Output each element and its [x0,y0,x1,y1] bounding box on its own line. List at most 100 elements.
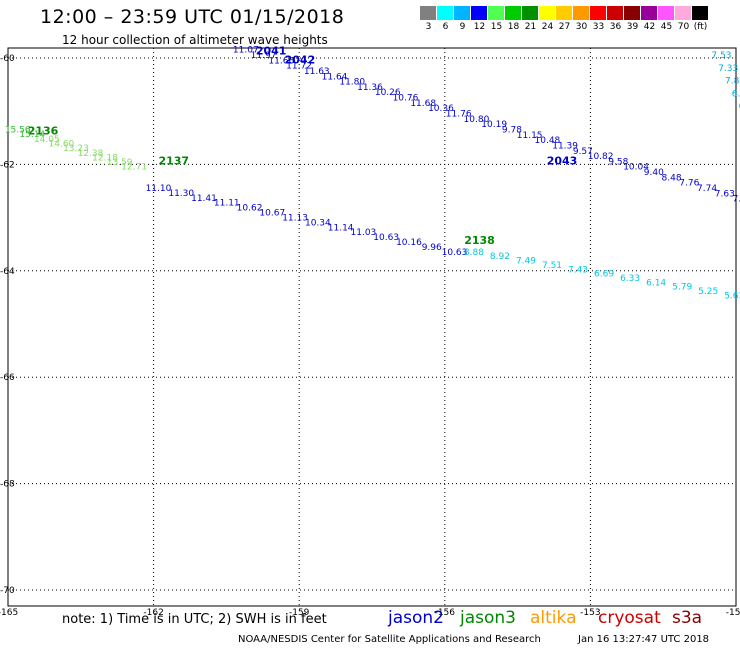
latitude-tick-label: -66 [0,373,15,383]
track-id-label: 2043 [547,154,578,167]
wave-height-value: 7.51 [542,261,562,271]
wave-height-value: 8.92 [490,252,510,262]
scale-swatch [607,6,624,20]
scale-label: 36 [609,22,622,32]
wave-height-value: 10.04 [623,163,649,173]
wave-height-value: 13.23 [63,144,89,154]
wave-height-value: 11.68 [410,99,436,109]
latitude-tick-label: -62 [0,160,15,170]
wave-height-value: 7.86 [725,77,740,87]
longitude-tick-label: -165 [0,608,18,618]
scale-label: 15 [490,22,503,32]
track-id-label: 2137 [158,154,189,167]
scale-swatch [471,6,488,20]
wave-height-value: 11.64 [322,72,348,82]
wave-height-value: 6.69 [594,270,614,280]
satellite-legend-item: jason3 [460,608,516,628]
wave-height-value: 14.60 [49,139,75,149]
wave-height-value: 11.66 [268,56,294,66]
scale-swatch [454,6,471,20]
map-frame [7,47,737,607]
wave-height-color-scale [420,6,709,20]
scale-swatch [624,6,641,20]
scale-swatch [488,6,505,20]
latitude-tick-label: -64 [0,267,15,277]
wave-height-value: 11.76 [446,110,472,120]
scale-label: 21 [524,22,537,32]
scale-swatch [658,6,675,20]
scale-label: 70 [677,22,690,32]
map-subtitle: 12 hour collection of altimeter wave hei… [62,33,328,47]
scale-swatch [539,6,556,20]
longitude-tick-label: -159 [289,608,310,618]
wave-height-value: 12.71 [121,163,147,173]
wave-height-value: 6.14 [646,278,666,288]
wave-height-value: 13.59 [107,158,133,168]
wave-height-value: 14.05 [34,135,60,145]
wave-height-value: 10.63 [442,248,468,258]
satellite-legend-item: jason2 [388,608,444,628]
scale-label: 27 [558,22,571,32]
scale-label: 33 [592,22,605,32]
scale-swatch [505,6,522,20]
wave-height-value: 5.25 [698,287,718,297]
wave-height-value: 6.92 [732,89,740,99]
satellite-legend-item: cryosat [598,608,661,628]
wave-height-value: 7.53 [711,51,731,61]
track-id-label: 2041 [256,45,287,58]
wave-height-value: 9.40 [644,168,664,178]
wave-height-value: 10.82 [588,152,614,162]
scale-label: (ft) [693,22,708,32]
wave-height-value: 11.11 [214,199,240,209]
wave-height-value: 7.33 [718,64,738,74]
wave-height-value: 9.58 [608,157,628,167]
wave-height-value: 8.88 [464,248,484,258]
wave-height-value: 10.36 [428,104,454,114]
wave-height-value: 9.96 [422,243,442,253]
wave-height-value: 7.76 [679,179,699,189]
wave-height-value: 7.46 [733,195,740,205]
scale-label: 42 [643,22,656,32]
wave-height-value: 10.62 [237,204,263,214]
wave-height-value: 15.14 [19,130,45,140]
wave-height-value: 5.79 [672,283,692,293]
wave-height-value: 7.49 [516,257,536,267]
scale-label: 12 [473,22,486,32]
wave-height-value: 10.67 [259,209,285,219]
scale-swatch [641,6,658,20]
longitude-tick-label: -150 [726,608,740,618]
wave-height-value: 11.07 [233,46,259,56]
latitude-tick-label: -68 [0,480,15,490]
track-id-label: 2138 [464,234,495,247]
wave-height-value: 7.74 [697,184,717,194]
wave-height-value: 9.57 [573,147,593,157]
wave-height-value: 10.26 [375,88,401,98]
wave-height-value: 7.63 [715,189,735,199]
wave-height-value: 11.39 [552,141,578,151]
scale-label: 9 [459,22,466,32]
wave-height-value: 7.43 [568,265,588,275]
wave-height-value: 11.10 [146,184,172,194]
scale-label: 3 [425,22,432,32]
longitude-tick-label: -162 [143,608,163,618]
wave-height-value: 6.99 [739,102,740,112]
scale-swatch [692,6,709,20]
track-id-label: 2136 [28,124,59,137]
satellite-legend-item: altika [530,608,577,628]
scale-swatch [590,6,607,20]
scale-swatch [675,6,692,20]
map-title: 12:00 – 23:59 UTC 01/15/2018 [40,6,345,28]
wave-height-value: 11.80 [339,78,365,88]
scale-label: 18 [507,22,520,32]
scale-swatch [420,6,437,20]
wave-height-value: 10.80 [464,115,490,125]
scale-swatch [573,6,590,20]
wave-height-value: 11.15 [517,131,543,141]
wave-height-value: 9.78 [502,125,522,135]
track-id-label: 2042 [285,53,316,66]
wave-height-value: 8.48 [662,173,682,183]
credit-line: NOAA/NESDIS Center for Satellite Applica… [238,634,541,645]
wave-height-value: 12.18 [92,153,118,163]
scale-label: 39 [626,22,639,32]
